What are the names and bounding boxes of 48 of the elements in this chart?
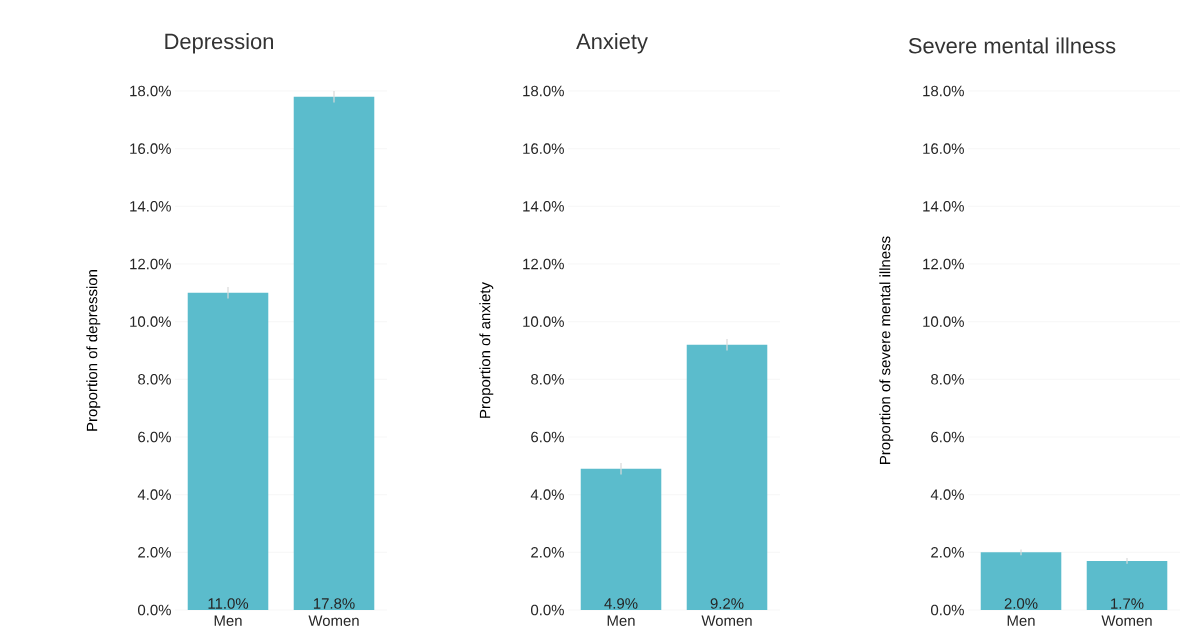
y-tick-label: 14.0% [130, 201, 171, 212]
x-tick-label: Men [214, 615, 242, 626]
y-tick-label: 10.0% [523, 316, 564, 327]
y-tick-label: 6.0% [531, 431, 564, 443]
x-tick-label: Men [1007, 615, 1035, 626]
y-tick-label: 12.0% [130, 258, 171, 270]
data-label: 2.0% [1004, 598, 1038, 609]
y-tick-label: 16.0% [523, 143, 564, 154]
y-axis-title: Proportion of depression [86, 270, 101, 431]
y-tick-label: 4.0% [530, 489, 564, 500]
data-label: 11.0% [208, 598, 249, 609]
x-tick-label: Women [1101, 615, 1152, 626]
data-label: 1.7% [1111, 598, 1144, 609]
y-tick-label: 18.0% [523, 85, 564, 97]
y-tick-label: 0.0% [531, 604, 564, 616]
data-label: 17.8% [313, 598, 355, 609]
y-tick-label: 14.0% [923, 201, 964, 212]
y-tick-label: 8.0% [931, 374, 964, 385]
y-tick-label: 4.0% [930, 489, 964, 500]
y-tick-label: 0.0% [138, 604, 171, 616]
y-tick-label: 16.0% [923, 143, 964, 154]
y-tick-label: 4.0% [137, 489, 171, 500]
y-tick-label: 10.0% [923, 316, 964, 327]
y-tick-label: 18.0% [130, 85, 171, 97]
y-tick-label: 12.0% [923, 258, 964, 270]
chart-title: Depression [165, 33, 273, 54]
chart-title: Anxiety [576, 33, 648, 54]
y-tick-label: 0.0% [931, 604, 964, 616]
y-tick-label: 10.0% [130, 316, 171, 327]
chart-title: Severe mental illness [908, 37, 1116, 54]
x-tick-label: Women [701, 615, 752, 626]
y-tick-label: 16.0% [130, 143, 171, 154]
y-tick-label: 18.0% [923, 85, 964, 97]
y-tick-label: 2.0% [531, 547, 564, 558]
x-tick-label: Women [308, 615, 359, 626]
y-tick-label: 12.0% [523, 258, 564, 270]
y-tick-label: 14.0% [523, 201, 564, 212]
y-tick-label: 6.0% [138, 431, 171, 443]
y-axis-title: Proportion of anxiety [479, 282, 494, 418]
data-label: 4.9% [604, 598, 638, 609]
y-tick-label: 2.0% [138, 547, 171, 558]
x-tick-label: Men [607, 615, 635, 626]
y-axis-title: Proportion of severe mental illness [879, 236, 894, 464]
y-tick-label: 8.0% [531, 374, 564, 385]
data-label: 9.2% [710, 598, 744, 609]
y-tick-label: 2.0% [931, 547, 964, 558]
y-tick-label: 8.0% [138, 374, 171, 385]
y-tick-label: 6.0% [931, 431, 964, 443]
